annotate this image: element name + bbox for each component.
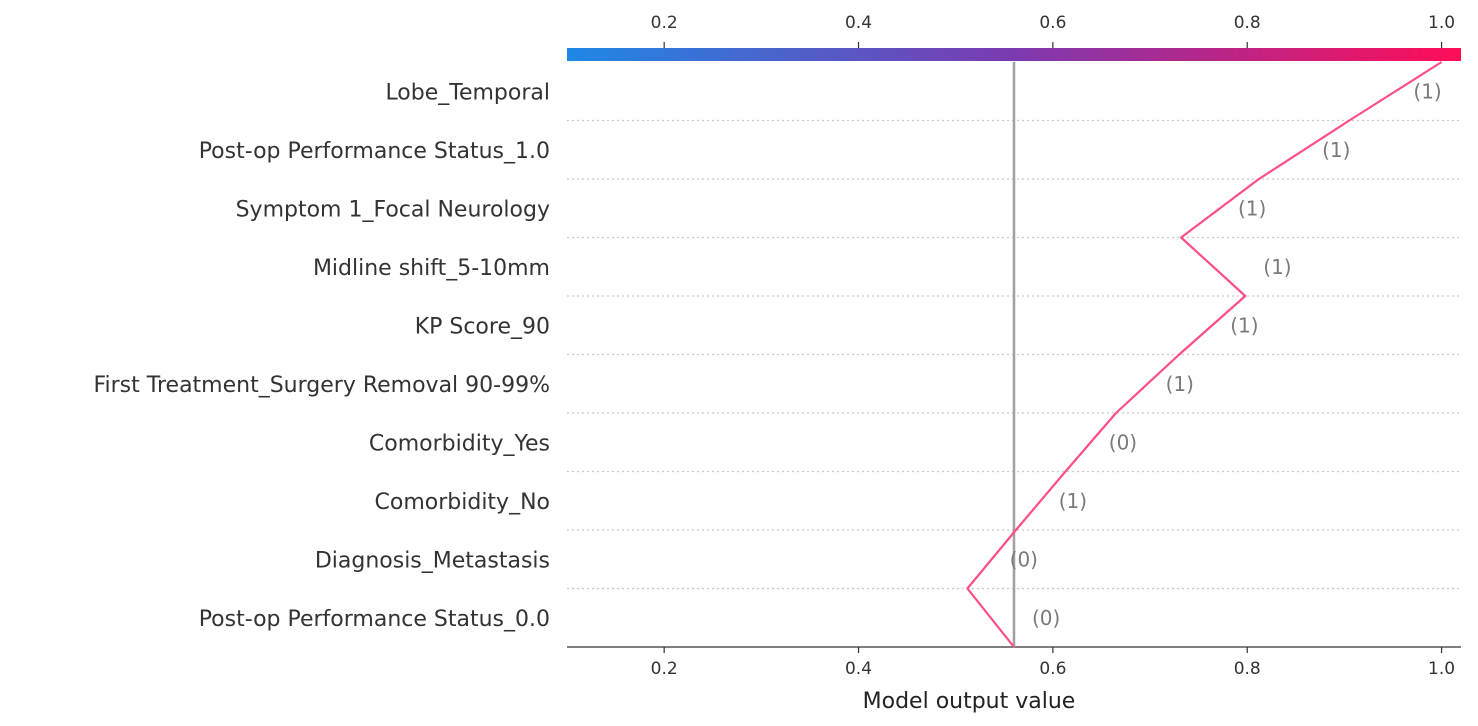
x-axis-title: Model output value bbox=[863, 689, 1076, 714]
colorbar bbox=[567, 48, 1461, 61]
feature-value-label: (1) bbox=[1413, 79, 1441, 103]
feature-labels: Lobe_Temporal Post-op Performance Status_… bbox=[93, 80, 550, 632]
feature-label: Comorbidity_Yes bbox=[369, 431, 550, 456]
bottom-tick-label: 0.2 bbox=[651, 659, 678, 679]
x-axis: 0.2 0.2 0.4 0.4 0.6 0.6 0.8 0.8 1.0 1.0 bbox=[567, 13, 1461, 679]
decision-path bbox=[966, 61, 1443, 648]
bottom-tick-label: 1.0 bbox=[1428, 659, 1455, 679]
feature-value-labels: (1) (1) (1) (1) (1) (1) (0) (1) (0) (0) bbox=[1010, 79, 1442, 630]
feature-value-label: (1) bbox=[1059, 489, 1087, 513]
feature-label: Diagnosis_Metastasis bbox=[315, 548, 550, 573]
feature-label: KP Score_90 bbox=[415, 314, 550, 339]
feature-label: Post-op Performance Status_1.0 bbox=[199, 139, 550, 164]
bottom-tick-label: 0.4 bbox=[845, 659, 872, 679]
feature-value-label: (1) bbox=[1263, 255, 1291, 279]
feature-value-label: (1) bbox=[1238, 196, 1266, 220]
top-tick-label: 1.0 bbox=[1428, 13, 1455, 33]
feature-value-label: (0) bbox=[1010, 547, 1038, 571]
feature-value-label: (0) bbox=[1109, 430, 1137, 454]
feature-label: First Treatment_Surgery Removal 90-99% bbox=[93, 373, 550, 398]
feature-value-label: (0) bbox=[1032, 606, 1060, 630]
feature-label: Symptom 1_Focal Neurology bbox=[236, 197, 550, 222]
top-tick-label: 0.8 bbox=[1234, 13, 1261, 33]
top-tick-label: 0.4 bbox=[845, 13, 872, 33]
feature-label: Midline shift_5-10mm bbox=[313, 256, 550, 281]
feature-value-label: (1) bbox=[1322, 138, 1350, 162]
decision-path-line bbox=[966, 61, 1443, 648]
feature-label: Post-op Performance Status_0.0 bbox=[199, 607, 550, 632]
feature-label: Comorbidity_No bbox=[375, 490, 550, 515]
top-tick-label: 0.6 bbox=[1039, 13, 1066, 33]
top-tick-label: 0.2 bbox=[651, 13, 678, 33]
bottom-tick-label: 0.8 bbox=[1234, 659, 1261, 679]
feature-label: Lobe_Temporal bbox=[385, 80, 550, 105]
feature-value-label: (1) bbox=[1166, 372, 1194, 396]
bottom-tick-label: 0.6 bbox=[1039, 659, 1066, 679]
feature-value-label: (1) bbox=[1230, 313, 1258, 337]
